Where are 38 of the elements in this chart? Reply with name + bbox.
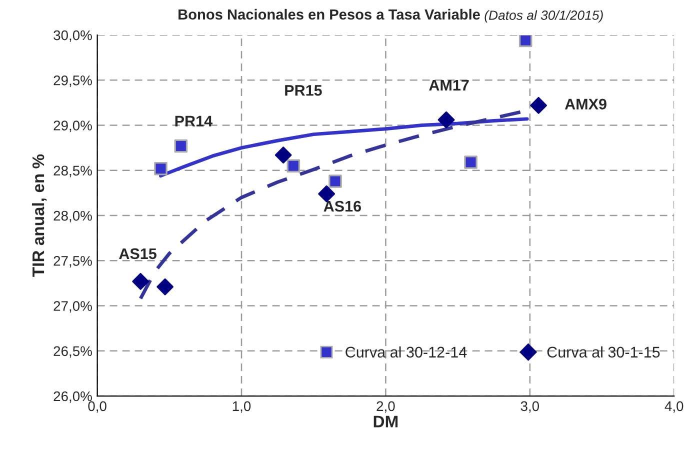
point (530, 96, 547, 114)
point (438, 111, 455, 128)
point (132, 272, 149, 290)
point (318, 185, 336, 202)
legend-label: Curva al 30-12-14 (346, 346, 467, 358)
x-tick-label: 0,0 (88, 401, 106, 413)
y-tick-label: 27,0% (54, 301, 92, 313)
y-tick-label: 29,0% (54, 120, 92, 132)
x-tick-label: 3,0 (520, 401, 540, 413)
annotation: PR14 (175, 116, 212, 126)
x-axis-title: DM (374, 416, 398, 428)
y-tick-label: 30,0% (54, 30, 92, 42)
point (464, 156, 478, 169)
y-tick-label: 26,0% (54, 391, 92, 403)
point (286, 159, 300, 173)
annotation: AS16 (324, 200, 361, 212)
y-tick-label: 28,5% (54, 166, 92, 178)
annotation: PR15 (285, 85, 322, 96)
legend-label: Curva al 30-1-15 (547, 346, 660, 358)
y-tick-label: 28,0% (54, 210, 92, 222)
point (154, 162, 168, 176)
annotation: AMX9 (564, 98, 606, 110)
point (174, 139, 188, 153)
point (274, 146, 292, 164)
chart-title: Bonos Nacionales en Pesos a Tasa Variable (178, 8, 480, 20)
y-tick-label: 26,5% (54, 346, 92, 358)
x-tick-label: 1,0 (232, 401, 251, 413)
point (328, 174, 342, 188)
annotation: AM17 (429, 80, 469, 90)
x-tick-label: 4,0 (664, 401, 684, 413)
point (518, 35, 532, 48)
x-tick-label: 2,0 (376, 401, 395, 413)
y-axis-title: TIR anual, en % (32, 154, 47, 277)
y-tick-label: 27,5% (54, 256, 92, 268)
point (156, 278, 174, 296)
chart-subtitle: (Datos al 30/1/2015) (484, 10, 603, 23)
annotation: AS15 (119, 248, 156, 260)
y-tick-label: 29,5% (54, 75, 92, 87)
